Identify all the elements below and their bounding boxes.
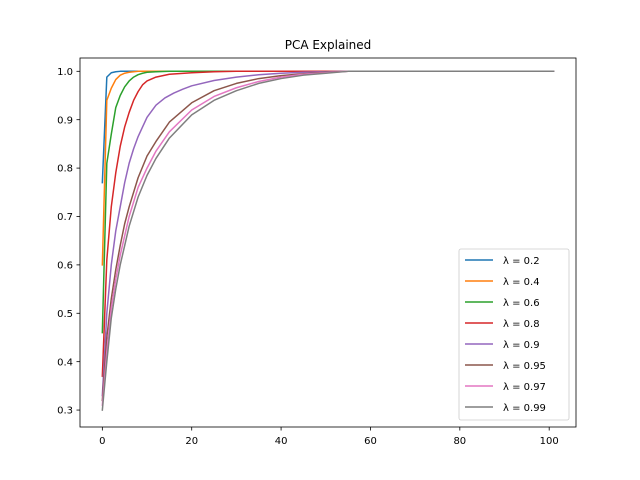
series-line-3 bbox=[101, 70, 555, 377]
x-tick-label: 0 bbox=[99, 436, 105, 447]
x-tick-label: 20 bbox=[185, 436, 198, 447]
y-tick-label: 0.3 bbox=[57, 406, 73, 417]
series-line-4 bbox=[101, 70, 555, 397]
chart-title: PCA Explained bbox=[285, 38, 372, 52]
y-tick-label: 0.8 bbox=[57, 164, 73, 175]
y-tick-label: 0.9 bbox=[57, 115, 73, 126]
legend-label: λ = 0.99 bbox=[503, 403, 546, 414]
plot-area: 0 20 40 60 80 100 0.3 0.4 0.5 0.6 0.7 0.8 0.9 1.0 bbox=[57, 57, 577, 447]
series-line-7 bbox=[101, 70, 555, 411]
legend-label: λ = 0.4 bbox=[503, 277, 540, 288]
y-tick-label: 0.4 bbox=[57, 357, 73, 368]
legend-label: λ = 0.97 bbox=[503, 382, 546, 393]
x-tick-label: 100 bbox=[540, 436, 559, 447]
y-tick-label: 0.7 bbox=[57, 212, 73, 223]
legend-label: λ = 0.2 bbox=[503, 256, 540, 267]
legend-label: λ = 0.9 bbox=[503, 340, 540, 351]
x-tick-label: 80 bbox=[453, 436, 466, 447]
x-tick-label: 60 bbox=[364, 436, 377, 447]
legend-label: λ = 0.95 bbox=[503, 361, 546, 372]
y-tick-label: 0.5 bbox=[57, 309, 73, 320]
legend: λ = 0.2 λ = 0.4 λ = 0.6 λ = 0.8 λ = 0.9 λ = 0… bbox=[458, 248, 570, 421]
x-tick-label: 40 bbox=[275, 436, 288, 447]
series-line-6 bbox=[101, 70, 555, 407]
series-line-2 bbox=[101, 70, 555, 334]
legend-label: λ = 0.8 bbox=[503, 319, 540, 330]
y-tick-label: 0.6 bbox=[57, 260, 73, 271]
legend-box bbox=[458, 248, 570, 421]
axes-frame bbox=[79, 57, 577, 428]
legend-label: λ = 0.6 bbox=[503, 298, 540, 309]
y-tick-label: 1.0 bbox=[57, 67, 73, 78]
